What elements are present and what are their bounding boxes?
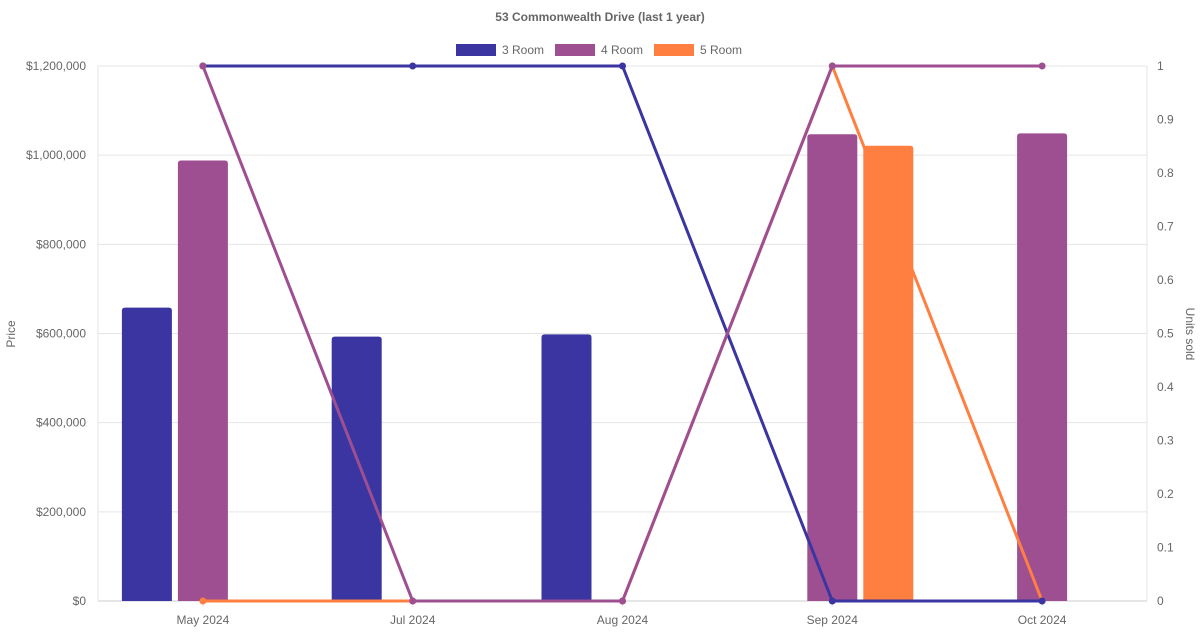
point-4-room: [199, 62, 207, 70]
point-4-room: [1038, 62, 1046, 70]
y2-tick-label: 0.5: [1157, 327, 1174, 341]
point-3-room: [1038, 597, 1046, 605]
y2-tick-label: 0.8: [1157, 166, 1174, 180]
y2-tick-label: 0.7: [1157, 220, 1174, 234]
y-tick-label: $800,000: [36, 237, 86, 251]
y-tick-label: $1,200,000: [26, 59, 86, 73]
y-tick-label: $1,000,000: [26, 148, 86, 162]
chart-title: 53 Commonwealth Drive (last 1 year): [495, 10, 704, 24]
legend: 3 Room 4 Room 5 Room: [456, 43, 742, 57]
y-axis-label: Price: [4, 320, 18, 348]
lines: [199, 61, 1046, 605]
bar-3-room: [541, 334, 592, 601]
point-5-room: [199, 597, 207, 605]
y2-tick-label: 0.2: [1157, 487, 1174, 501]
y-tick-label: $400,000: [36, 416, 86, 430]
legend-label: 3 Room: [502, 43, 544, 57]
axes: $0 $200,000 $400,000 $600,000 $800,000 $1,000…: [26, 59, 1174, 627]
legend-label: 4 Room: [601, 43, 643, 57]
point-3-room: [828, 597, 836, 605]
y-tick-label: $200,000: [36, 505, 86, 519]
bar-3-room: [121, 307, 172, 601]
bar-5-room: [863, 145, 914, 601]
point-4-room: [828, 62, 836, 70]
point-4-room: [409, 597, 417, 605]
x-tick-label: Aug 2024: [597, 613, 649, 627]
y-tick-label: $0: [73, 594, 87, 608]
legend-swatch: [654, 44, 694, 56]
point-4-room: [619, 597, 626, 605]
y2-tick-label: 0.6: [1157, 273, 1174, 287]
legend-swatch: [456, 44, 496, 56]
y2-tick-label: 1: [1157, 59, 1164, 73]
bar-4-room: [1017, 133, 1068, 601]
legend-label: 5 Room: [700, 43, 742, 57]
grid: [97, 65, 1148, 607]
x-tick-label: Oct 2024: [1018, 613, 1067, 627]
y2-axis-label: Units sold: [1183, 308, 1197, 361]
y2-tick-label: 0.3: [1157, 434, 1174, 448]
bar-3-room: [331, 336, 382, 601]
x-tick-label: Sep 2024: [807, 613, 859, 627]
y2-tick-label: 0.1: [1157, 541, 1174, 555]
bars: [121, 133, 1068, 601]
y-tick-label: $600,000: [36, 327, 86, 341]
bar-4-room: [177, 160, 228, 601]
legend-swatch: [555, 44, 595, 56]
x-tick-label: May 2024: [177, 613, 230, 627]
x-tick-label: Jul 2024: [390, 613, 436, 627]
y2-tick-label: 0: [1157, 594, 1164, 608]
y2-tick-label: 0.9: [1157, 113, 1174, 127]
point-3-room: [619, 62, 626, 70]
y2-tick-label: 0.4: [1157, 380, 1174, 394]
point-3-room: [409, 62, 417, 70]
bar-4-room: [807, 134, 858, 601]
